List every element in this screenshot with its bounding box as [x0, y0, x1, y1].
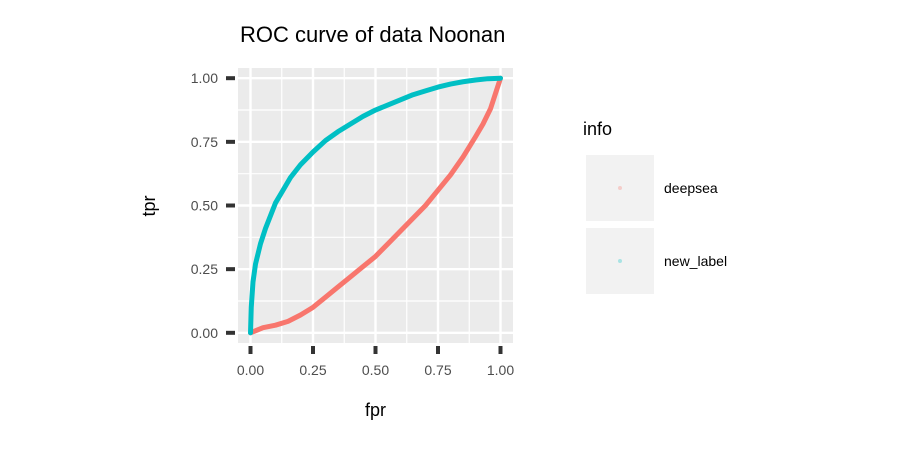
legend-label-new-label: new_label [664, 253, 727, 269]
x-tick-label: 0.75 [424, 362, 451, 378]
series-layer [248, 75, 503, 336]
legend-key-bg [586, 228, 654, 294]
legend-title: info [583, 119, 612, 139]
legend-label-deepsea: deepsea [664, 180, 718, 196]
y-tick-label: 0.75 [191, 134, 218, 150]
legend-key-dot [618, 259, 622, 263]
series-line-deepsea [248, 75, 503, 336]
legend-item-deepsea: deepsea [586, 155, 718, 221]
chart-title: ROC curve of data Noonan [240, 22, 505, 47]
x-tick-label: 1.00 [487, 362, 514, 378]
y-tick-label: 0.00 [191, 325, 218, 341]
axis-ticks: 0.00 0.25 0.50 0.75 1.00 0.00 0.25 0.50 0.75 1.00 [191, 70, 515, 378]
y-tick-label: 0.25 [191, 261, 218, 277]
gridlines [238, 68, 513, 343]
y-tick-label: 1.00 [191, 70, 218, 86]
legend: info deepsea new_label [583, 119, 727, 294]
x-tick-label: 0.25 [299, 362, 326, 378]
series-line-new-label [248, 75, 503, 336]
x-axis-title: fpr [365, 400, 386, 420]
legend-key-bg [586, 155, 654, 221]
x-tick-label: 0.00 [237, 362, 264, 378]
x-tick-label: 0.50 [362, 362, 389, 378]
legend-key-dot [618, 186, 622, 190]
y-axis-title: tpr [139, 195, 159, 216]
legend-item-new-label: new_label [586, 228, 727, 294]
y-tick-label: 0.50 [191, 198, 218, 214]
